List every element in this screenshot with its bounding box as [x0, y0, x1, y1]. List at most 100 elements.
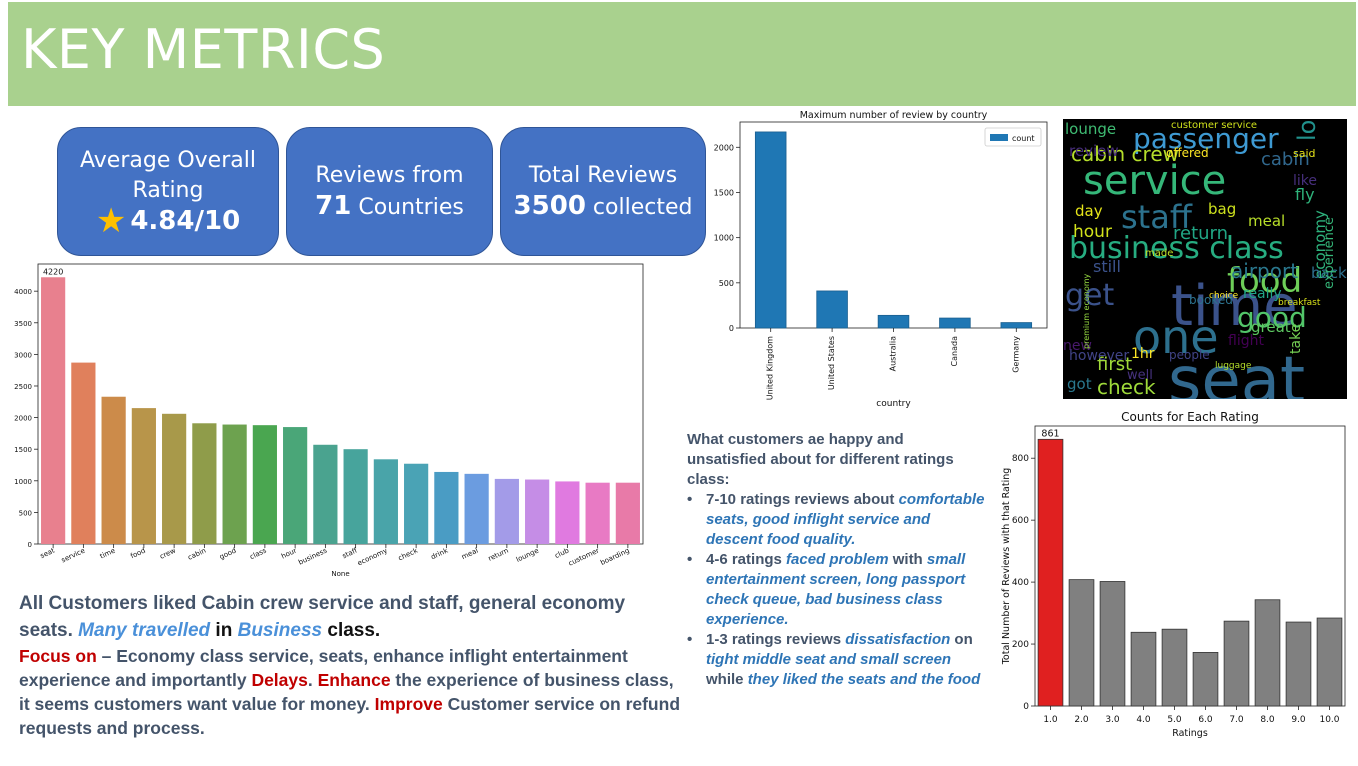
list-item: 1-3 ratings reviews dissatisfaction on t… — [687, 630, 987, 690]
summary-text: in — [210, 620, 238, 641]
word-cloud-word: one — [1133, 310, 1219, 364]
y-tick-label: 4000 — [14, 288, 32, 296]
word-cloud-word: breakfast — [1278, 298, 1321, 308]
x-axis-label: country — [876, 399, 911, 409]
chart-title: Maximum number of review by country — [800, 110, 988, 121]
word-cloud-word: flight — [1228, 333, 1264, 349]
word-cloud-word: day — [1075, 202, 1103, 220]
word-cloud-word: still — [1093, 257, 1121, 276]
word-cloud-word: choice — [1209, 291, 1239, 301]
x-tick-label: economy — [356, 547, 388, 568]
y-tick-label: 0 — [1023, 702, 1029, 712]
word-cloud-word: offered — [1166, 146, 1209, 160]
word-frequency-chart: 0 500 1000 1500 2000 2500 3000 3500 4000 seat serv… — [0, 258, 650, 580]
x-tick-label: time — [99, 547, 117, 561]
countries-card: Reviews from 71 Countries — [286, 127, 493, 256]
summary-text: – Economy class service, seats, enhance … — [19, 646, 628, 690]
ratings-insights: What customers ae happy and unsatisfied … — [687, 430, 987, 690]
summary-line-1: All Customers liked Cabin crew service a… — [19, 590, 684, 644]
avg-rating-value-row: ★ 4.84/10 — [96, 204, 241, 238]
insight-text: 4-6 ratings — [706, 551, 787, 568]
y-tick-label: 400 — [1012, 578, 1029, 588]
summary-text: the experience of business class, it see… — [19, 670, 674, 714]
word-cloud-word: really — [1243, 286, 1282, 302]
total-reviews-card: Total Reviews 3500 collected — [500, 127, 706, 256]
bar — [162, 413, 187, 544]
summary-text: . — [307, 670, 318, 690]
x-tick-label: 3.0 — [1105, 715, 1120, 725]
bar — [525, 479, 550, 544]
x-tick-label: 2.0 — [1074, 715, 1089, 725]
bar — [754, 131, 787, 329]
word-cloud-word: return — [1173, 223, 1229, 244]
x-tick-label: boarding — [599, 547, 631, 567]
bar — [1037, 438, 1064, 707]
avg-rating-label-2: Rating — [132, 177, 204, 203]
y-tick-label: 2000 — [14, 415, 32, 423]
insight-highlight: faced problem — [786, 551, 889, 568]
word-cloud-word: well — [1127, 368, 1153, 383]
bar — [816, 290, 848, 329]
x-tick-label: seat — [39, 546, 56, 560]
insight-highlight: they liked the seats and the food — [747, 671, 981, 688]
y-tick-label: 2500 — [14, 383, 32, 391]
word-cloud-word: people — [1169, 348, 1210, 362]
summary-red-keyword: Enhance — [317, 670, 391, 690]
word-cloud-word: cabin crew — [1071, 142, 1179, 166]
word-cloud-word: new — [1063, 338, 1092, 354]
word-cloud: seat time one service passenger business clas… — [1063, 119, 1347, 399]
bar — [555, 481, 580, 544]
x-tick-label: crew — [159, 546, 178, 560]
summary-text: Customer service on refund requests and … — [19, 694, 681, 738]
y-tick-label: 1000 — [714, 234, 734, 243]
plot-frame — [739, 121, 1048, 329]
country-review-svg: Maximum number of review by country 0 500 1… — [714, 110, 1048, 409]
insight-highlight: tight middle seat and small screen — [706, 651, 952, 668]
total-reviews-value-row: 3500 collected — [514, 191, 693, 223]
y-tick-label: 1000 — [14, 478, 32, 486]
word-cloud-word: take — [1288, 323, 1304, 354]
bar — [222, 424, 247, 544]
bar — [1130, 631, 1157, 707]
y-tick-label: 0 — [729, 324, 734, 333]
word-cloud-word: seat — [1168, 344, 1306, 399]
word-cloud-word: bag — [1208, 200, 1237, 218]
y-tick-label: 200 — [1012, 640, 1029, 650]
bar — [1285, 621, 1312, 707]
y-tick-label: 600 — [1012, 516, 1029, 526]
summary-highlight: Many travelled — [78, 620, 211, 641]
bar — [404, 463, 429, 544]
x-axis-label: Ratings — [1172, 728, 1208, 739]
y-tick-label: 1500 — [714, 188, 734, 197]
x-tick-label: service — [60, 547, 86, 565]
x-tick-label: Germany — [1011, 336, 1020, 373]
bar — [1192, 652, 1219, 707]
x-tick-label: lounge — [515, 547, 540, 564]
list-item: 7-10 ratings reviews about comfortable s… — [687, 490, 987, 550]
word-cloud-word: check — [1097, 375, 1156, 399]
list-item: 4-6 ratings faced problem with small ent… — [687, 550, 987, 630]
bar — [283, 427, 308, 544]
avg-rating-value: 4.84/10 — [130, 205, 241, 236]
plot-frame — [37, 263, 644, 545]
word-cloud-word: hour — [1073, 222, 1112, 242]
avg-rating-label-1: Average Overall — [80, 147, 256, 173]
bar — [1223, 620, 1250, 707]
bar — [41, 277, 66, 544]
word-cloud-word: premium economy — [1082, 273, 1091, 349]
bar — [877, 314, 910, 329]
bar — [1068, 579, 1095, 707]
word-cloud-word: experience — [1322, 216, 1337, 289]
x-tick-label: United States — [827, 336, 836, 390]
legend-label: count — [1012, 134, 1035, 143]
bar — [131, 408, 156, 544]
page-title: KEY METRICS — [21, 18, 386, 81]
total-reviews-suffix: collected — [585, 194, 693, 220]
ratings-insights-heading: What customers ae happy and unsatisfied … — [687, 431, 954, 488]
countries-label: Reviews from — [315, 162, 464, 188]
star-icon: ★ — [95, 200, 127, 241]
total-reviews-label: Total Reviews — [528, 162, 678, 188]
word-cloud-word: fly — [1295, 185, 1315, 204]
bar — [252, 425, 277, 544]
summary-highlight: Business — [237, 620, 323, 641]
